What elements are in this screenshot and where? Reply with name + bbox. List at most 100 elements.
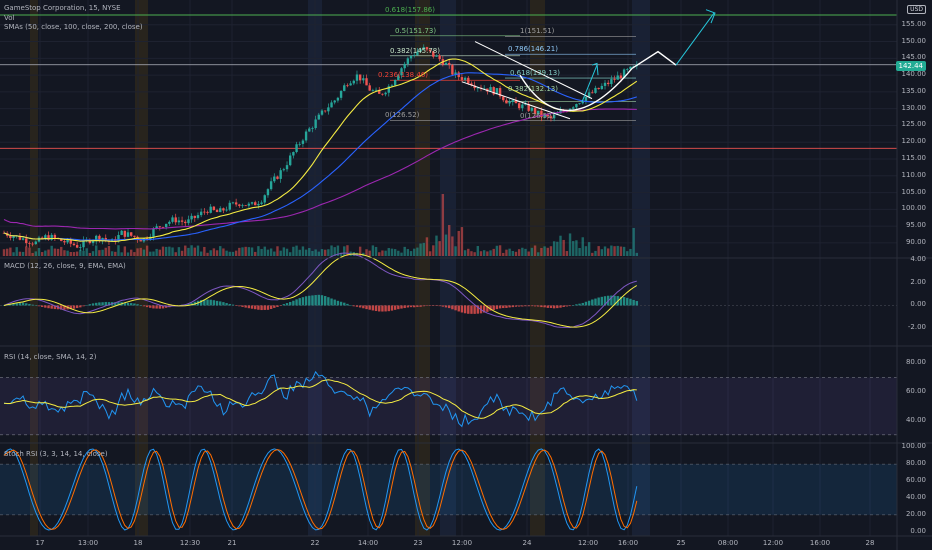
smas-label[interactable]: SMAs (50, close, 100, close, 200, close): [4, 23, 143, 31]
volume-bar: [343, 246, 346, 256]
axis-tick-label: 40.00: [905, 415, 926, 424]
session-band: [632, 0, 650, 536]
volume-bar: [511, 251, 514, 256]
macd-hist-bar: [371, 305, 375, 311]
candle-body: [368, 85, 371, 91]
candle-body: [327, 107, 330, 112]
axis-tick-label: 115.00: [901, 154, 927, 163]
volume-bar: [540, 247, 543, 256]
volume-bar: [79, 249, 82, 256]
volume-bar: [107, 246, 111, 256]
candle-body: [514, 100, 518, 104]
volume-bar: [241, 247, 244, 256]
candle-body: [358, 74, 362, 81]
macd-hist-bar: [594, 298, 597, 306]
volume-bar: [145, 245, 149, 256]
chart-title[interactable]: GameStop Corporation, 15, NYSE: [4, 4, 121, 12]
candle-body: [263, 195, 266, 203]
volume-bar: [463, 250, 467, 256]
macd-hist-bar: [276, 305, 279, 307]
candle-body: [225, 209, 228, 211]
candle-body: [492, 87, 495, 95]
macd-hist-bar: [587, 300, 591, 306]
volume-bar: [400, 252, 403, 256]
stoch-k-line: [3, 448, 638, 531]
macd-hist-bar: [543, 305, 546, 308]
time-tick-label: 08:00: [717, 539, 739, 547]
volume-bar: [584, 246, 588, 256]
macd-line: [3, 252, 637, 329]
candle-body: [174, 217, 177, 223]
volume-bar: [308, 248, 311, 256]
candle-body: [285, 165, 289, 170]
macd-hist-bar: [448, 305, 451, 309]
candle-body: [269, 181, 273, 190]
candle-body: [203, 211, 206, 213]
macd-hist-bar: [451, 305, 454, 310]
volume-bar: [489, 250, 492, 256]
currency-badge[interactable]: USD: [907, 5, 926, 14]
macd-hist-bar: [273, 305, 276, 308]
volume-bar: [613, 246, 616, 256]
macd-hist-bar: [540, 305, 543, 308]
time-tick-label: 24: [522, 539, 532, 547]
macd-label[interactable]: MACD (12, 26, close, 9, EMA, EMA): [4, 262, 126, 270]
macd-hist-bar: [355, 305, 359, 307]
volume-bar: [206, 252, 209, 256]
vol-label[interactable]: Vol: [4, 14, 15, 22]
session-band: [440, 0, 456, 536]
macd-hist-bar: [374, 305, 378, 312]
volume-bar: [470, 251, 473, 256]
candle-body: [31, 243, 34, 245]
volume-bar: [136, 248, 139, 256]
candle-body: [613, 79, 616, 80]
volume-bar: [514, 251, 518, 256]
axis-tick-label: 130.00: [901, 103, 927, 112]
macd-hist-bar: [568, 305, 572, 307]
volume-bar: [149, 251, 152, 256]
candle-body: [454, 72, 457, 75]
volume-bar: [552, 241, 556, 256]
macd-hist-bar: [44, 305, 47, 308]
axis-tick-label: 80.00: [905, 459, 926, 468]
macd-hist-bar: [31, 304, 34, 306]
macd-hist-bar: [114, 302, 117, 306]
candle-body: [18, 235, 22, 240]
candle-body: [511, 100, 514, 102]
macd-hist-bar: [393, 305, 397, 310]
volume-bar: [559, 235, 562, 256]
volume-bar: [247, 247, 251, 256]
candle-body: [616, 75, 619, 80]
candle-body: [212, 206, 216, 210]
candle-body: [371, 90, 375, 92]
fib-label: 0.236(138.46): [378, 71, 428, 80]
candle-body: [304, 131, 308, 141]
axis-tick-label: 100.00: [901, 442, 927, 451]
volume-bar: [234, 250, 238, 256]
volume-bar: [486, 251, 489, 256]
macd-hist-bar: [225, 303, 228, 306]
volume-bar: [505, 249, 508, 256]
stoch-label[interactable]: Stoch RSI (3, 3, 14, 14, close): [4, 450, 108, 458]
volume-bar: [629, 248, 632, 256]
candle-body: [126, 232, 130, 237]
candle-body: [273, 176, 276, 182]
candle-body: [88, 239, 92, 244]
fib-label: 0.618(157.86): [385, 6, 435, 15]
macd-hist-bar: [463, 305, 467, 314]
macd-hist-bar: [292, 300, 295, 306]
macd-hist-bar: [155, 305, 158, 309]
rsi-label[interactable]: RSI (14, close, SMA, 14, 2): [4, 353, 97, 361]
volume-bar: [591, 252, 594, 256]
last-price-tag: 142.44: [895, 61, 926, 71]
volume-bar: [5, 248, 9, 256]
candle-body: [435, 55, 438, 57]
macd-hist-bar: [444, 305, 448, 308]
candle-body: [40, 237, 44, 239]
candle-body: [362, 78, 365, 81]
volume-bar: [327, 249, 330, 256]
macd-hist-bar: [486, 305, 489, 312]
macd-hist-bar: [301, 297, 305, 306]
volume-bar: [476, 246, 480, 256]
